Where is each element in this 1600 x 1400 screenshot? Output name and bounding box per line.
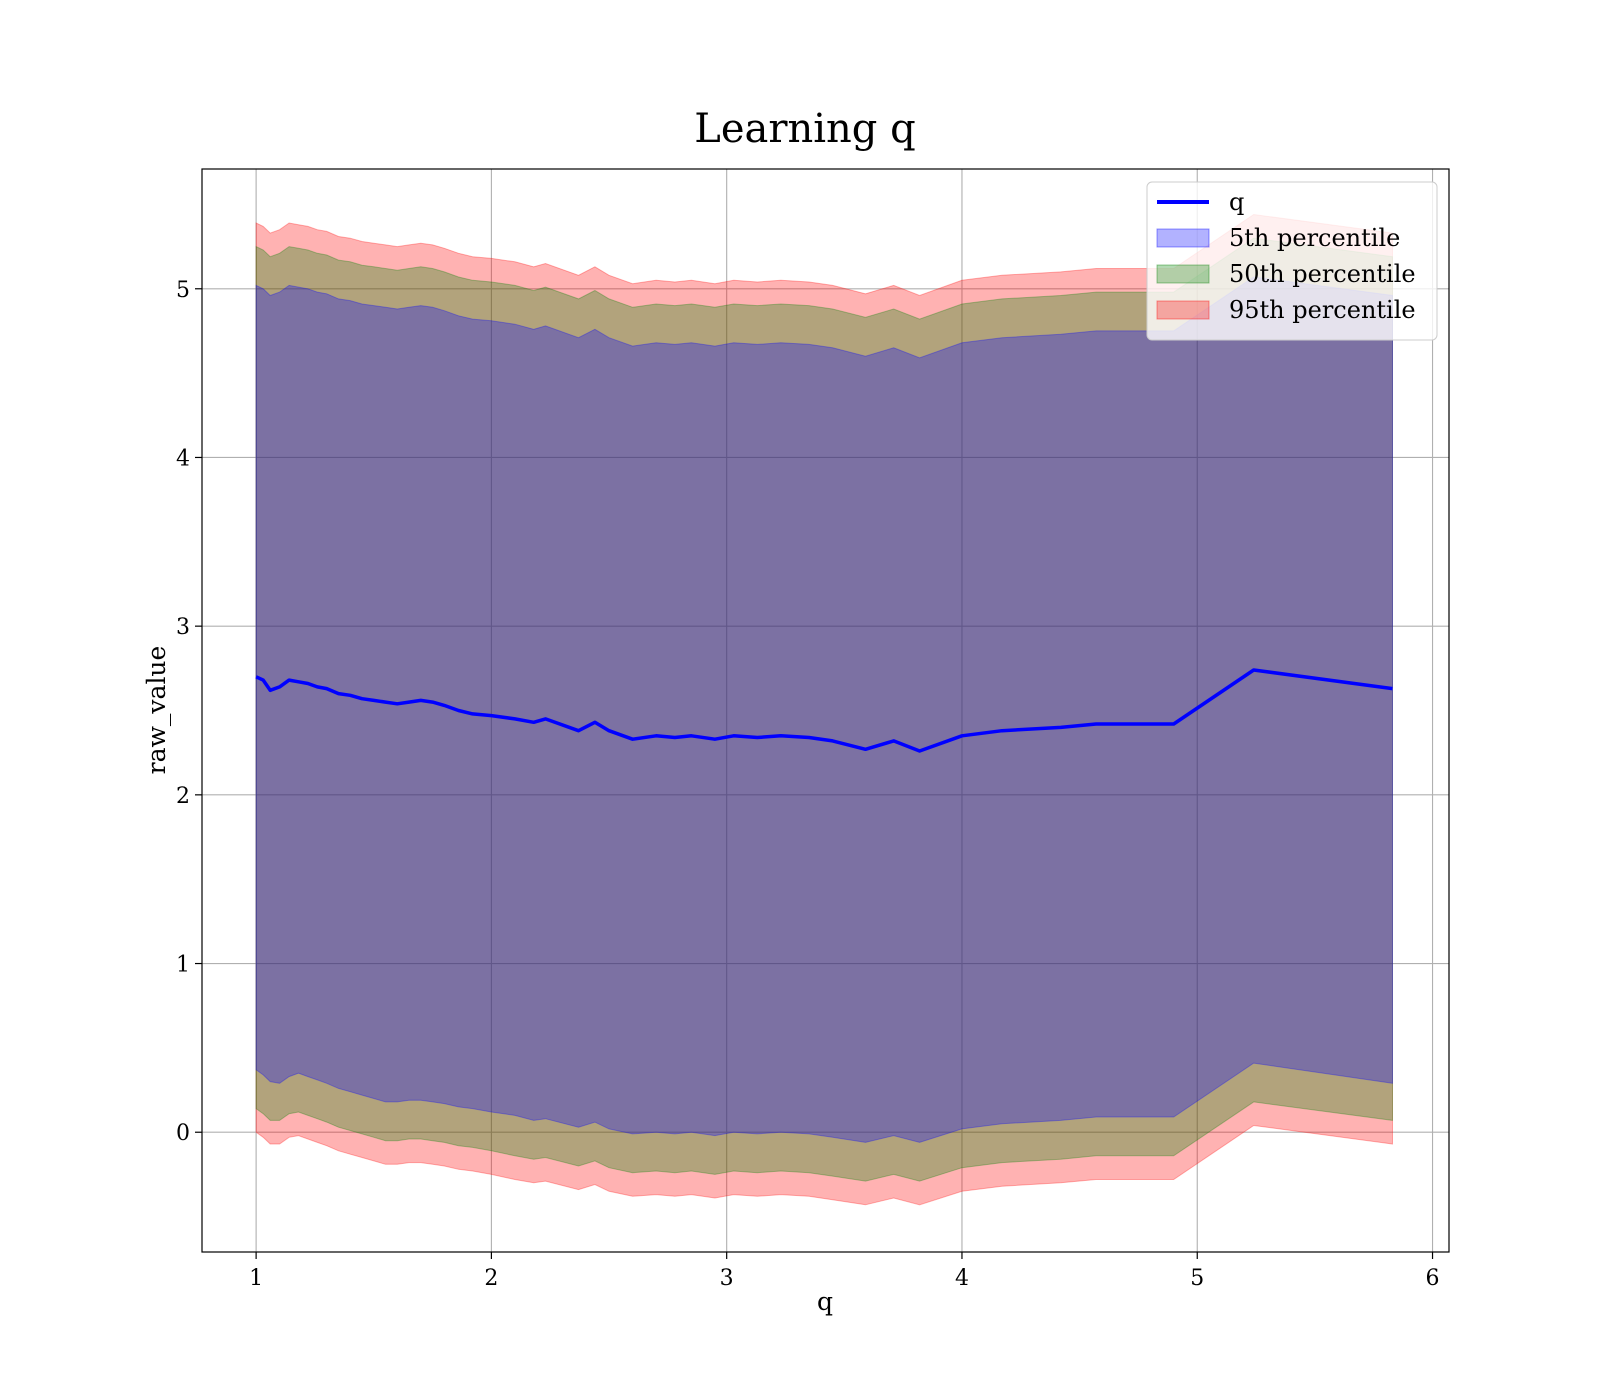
band-50th-percentile	[255, 237, 1393, 1182]
x-axis-label: q	[817, 1287, 833, 1316]
y-tick-label: 2	[176, 784, 190, 809]
legend-label: q	[1229, 188, 1244, 216]
band-5th-percentile	[255, 276, 1393, 1143]
y-tick-label: 3	[176, 615, 190, 640]
y-axis-label: raw_value	[142, 646, 171, 775]
legend-swatch-patch	[1156, 228, 1210, 248]
x-tick-label: 2	[484, 1266, 498, 1291]
y-axis-ticks: 0 1 2 3 4 5	[176, 278, 202, 1146]
grid	[202, 169, 1449, 1252]
chart-title: Learning q	[694, 106, 915, 152]
plot-frame	[201, 168, 1450, 1253]
band-95th-percentile	[255, 213, 1393, 1206]
x-tick-label: 5	[1190, 1266, 1204, 1291]
x-tick-label: 6	[1426, 1266, 1440, 1291]
legend-swatch-patch	[1156, 300, 1210, 320]
x-tick-label: 1	[249, 1266, 263, 1291]
series-lines	[255, 668, 1393, 753]
legend-swatch-patch	[1156, 264, 1210, 284]
y-tick-label: 5	[176, 278, 190, 303]
legend: q 5th percentile 50th percentile 95th perce…	[1146, 181, 1438, 341]
legend-label: 50th percentile	[1229, 260, 1416, 288]
legend-box	[1146, 181, 1438, 341]
x-axis-ticks: 1 2 3 4 5 6	[249, 1252, 1440, 1291]
percentile-bands	[255, 213, 1393, 1206]
y-tick-label: 4	[176, 446, 190, 471]
legend-label: 5th percentile	[1229, 224, 1400, 252]
series-line-q	[255, 668, 1393, 753]
y-tick-label: 1	[176, 953, 190, 978]
y-tick-label: 0	[176, 1121, 190, 1146]
x-tick-label: 3	[720, 1266, 734, 1291]
legend-label: 95th percentile	[1229, 296, 1416, 324]
x-tick-label: 4	[955, 1266, 969, 1291]
